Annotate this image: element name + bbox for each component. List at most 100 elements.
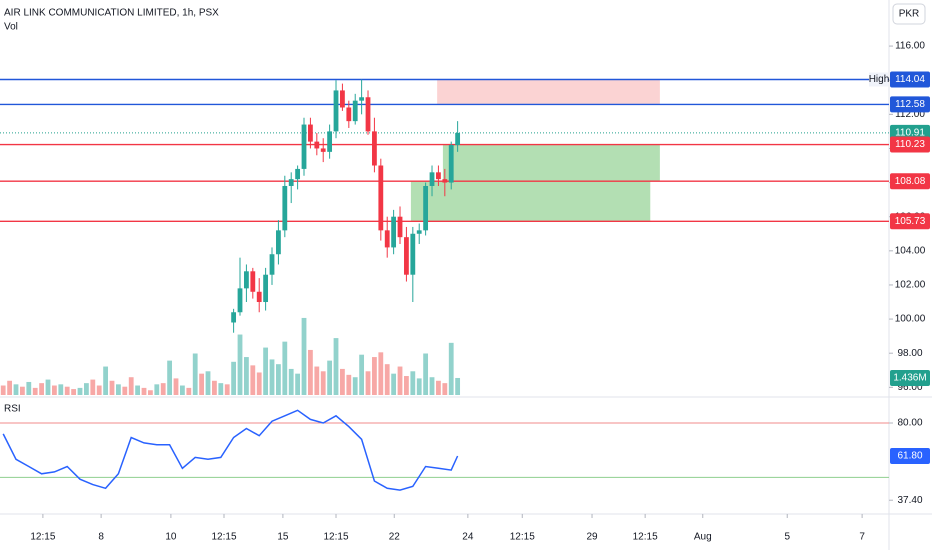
candle-body bbox=[269, 254, 275, 275]
x-tick-label: 7 bbox=[859, 532, 865, 543]
volume-bar bbox=[308, 349, 313, 395]
volume-bar bbox=[295, 373, 301, 395]
price-badge bbox=[890, 173, 930, 190]
volume-bar bbox=[410, 371, 416, 395]
zone bbox=[437, 79, 660, 105]
candle-body bbox=[244, 271, 249, 289]
volume-title: Vol bbox=[4, 22, 18, 33]
volume-bar bbox=[96, 385, 102, 395]
volume-bar bbox=[352, 377, 358, 395]
candle-body bbox=[314, 141, 320, 149]
price-badge bbox=[890, 96, 930, 113]
volume-bar bbox=[39, 383, 45, 395]
volume-bar bbox=[26, 381, 32, 395]
volume-bar bbox=[7, 380, 13, 395]
volume-bar bbox=[116, 384, 121, 395]
x-tick-label: 8 bbox=[98, 532, 104, 543]
level-tag: High bbox=[869, 74, 890, 85]
price-badge-label: 112.58 bbox=[895, 99, 925, 110]
x-tick-label: 24 bbox=[462, 532, 474, 543]
zone bbox=[442, 144, 660, 182]
volume-bar bbox=[84, 383, 89, 395]
volume-bar bbox=[224, 384, 230, 395]
x-tick-label: 29 bbox=[586, 532, 598, 543]
volume-bar bbox=[423, 353, 429, 395]
candle-body bbox=[295, 168, 301, 180]
candle-body bbox=[282, 185, 288, 231]
volume-bar bbox=[109, 380, 115, 395]
volume-bar bbox=[359, 354, 365, 395]
x-tick-label: 15 bbox=[277, 532, 289, 543]
price-badge bbox=[890, 136, 930, 153]
y-tick-label: 104.00 bbox=[895, 245, 926, 256]
candle-body bbox=[308, 124, 313, 142]
volume-bar bbox=[148, 390, 153, 395]
rsi-title: RSI bbox=[4, 404, 21, 415]
y-tick-label: 98.00 bbox=[897, 348, 922, 359]
volume-bar bbox=[212, 380, 217, 395]
y-tick-label: 112.00 bbox=[895, 109, 925, 120]
price-badge-label: 114.04 bbox=[895, 74, 925, 85]
x-tick-label: 12:15 bbox=[510, 532, 535, 543]
volume-bar bbox=[167, 360, 173, 395]
candle-body bbox=[365, 97, 371, 132]
volume-bar bbox=[333, 338, 339, 395]
candle-body bbox=[333, 90, 339, 132]
volume-badge-label: 1.436M bbox=[893, 373, 926, 384]
candle-body bbox=[352, 100, 358, 122]
candle-body bbox=[455, 132, 461, 146]
volume-bar bbox=[448, 342, 454, 395]
y-tick-label: 102.00 bbox=[895, 280, 926, 291]
candle-body bbox=[429, 172, 435, 186]
rsi-tick-label: 80.00 bbox=[897, 418, 922, 429]
volume-bar bbox=[186, 387, 192, 395]
candle-body bbox=[442, 179, 448, 183]
x-tick-label: 12:15 bbox=[633, 532, 658, 543]
candle-body bbox=[397, 216, 403, 238]
volume-bar bbox=[378, 352, 384, 395]
volume-bar bbox=[90, 379, 96, 395]
candle-body bbox=[410, 233, 416, 275]
candle-body bbox=[384, 230, 390, 248]
volume-bar bbox=[52, 385, 57, 395]
zone bbox=[410, 181, 651, 222]
volume-bar bbox=[64, 386, 70, 395]
volume-bar bbox=[0, 385, 6, 395]
x-tick-label: 5 bbox=[784, 532, 790, 543]
candle-body bbox=[346, 107, 352, 122]
rsi-tick-label: 37.40 bbox=[897, 495, 922, 506]
currency-button[interactable] bbox=[892, 3, 926, 25]
y-tick-label: 96.00 bbox=[897, 382, 922, 393]
candle-body bbox=[276, 230, 281, 255]
currency-label[interactable]: PKR bbox=[899, 9, 920, 20]
x-tick-label: 12:15 bbox=[211, 532, 236, 543]
volume-bar bbox=[327, 360, 333, 395]
volume-bar bbox=[416, 378, 422, 395]
candle-body bbox=[423, 185, 429, 231]
volume-bar bbox=[128, 377, 134, 395]
candle-body bbox=[320, 148, 326, 152]
candle-body bbox=[250, 271, 256, 292]
candle-body bbox=[391, 216, 397, 248]
volume-bar bbox=[340, 368, 345, 395]
volume-bar bbox=[269, 359, 275, 395]
x-tick-label: 12:15 bbox=[30, 532, 55, 543]
volume-bar bbox=[429, 377, 435, 395]
volume-bar bbox=[455, 377, 461, 395]
volume-bar bbox=[404, 376, 409, 395]
volume-bar bbox=[103, 366, 109, 395]
volume-bar bbox=[314, 366, 320, 395]
x-tick-label: 10 bbox=[165, 532, 177, 543]
volume-bar bbox=[45, 379, 51, 395]
x-tick-label: 12:15 bbox=[323, 532, 348, 543]
volume-bar bbox=[250, 365, 256, 395]
volume-bar bbox=[122, 386, 128, 395]
candle-body bbox=[359, 97, 365, 101]
volume-bar bbox=[13, 384, 19, 395]
candle-body bbox=[404, 237, 409, 275]
y-tick-label: 100.00 bbox=[895, 314, 926, 325]
price-badge-label: 110.91 bbox=[895, 128, 925, 139]
candle-body bbox=[256, 291, 262, 303]
volume-bar bbox=[436, 380, 441, 395]
